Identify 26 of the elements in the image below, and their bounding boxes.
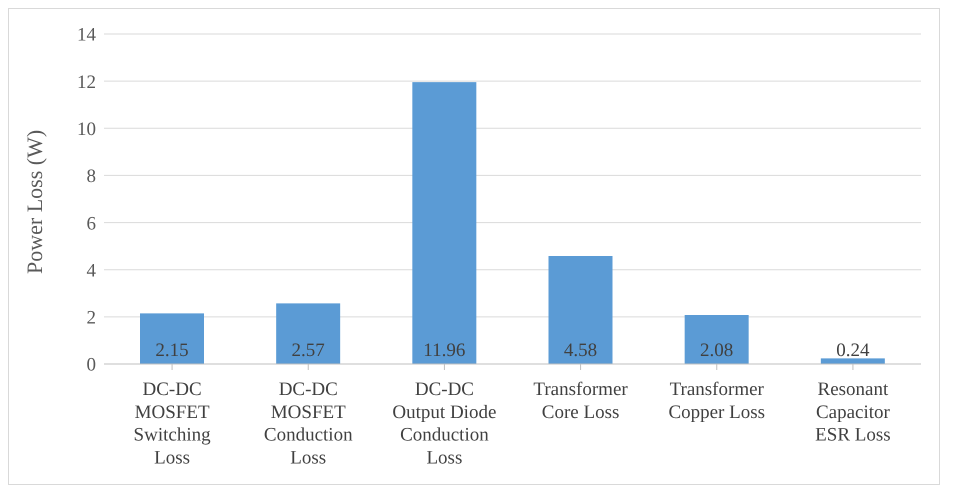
data-label: 2.57: [292, 340, 325, 361]
x-tick-label: DC-DC MOSFET Conduction Loss: [264, 379, 354, 468]
y-tick-label: 8: [86, 166, 96, 188]
y-tick-label: 14: [77, 24, 96, 46]
data-label: 2.08: [700, 340, 734, 361]
y-tick-label: 10: [77, 119, 96, 140]
y-tick-label: 0: [86, 354, 96, 376]
data-label: 4.58: [564, 340, 598, 361]
y-tick-label: 4: [86, 260, 96, 282]
y-tick-label: 12: [77, 72, 96, 93]
x-tick-label: Resonant Capacitor ESR Loss: [815, 379, 891, 446]
bar: [140, 313, 204, 364]
y-axis-title: Power Loss (W): [22, 130, 47, 274]
bar: [684, 314, 749, 364]
x-tick-label: Transformer Core Loss: [533, 379, 628, 423]
x-tick-label: DC-DC MOSFET Switching Loss: [134, 379, 212, 468]
data-label: 2.15: [155, 340, 189, 361]
bar: [276, 303, 340, 364]
data-label: 0.24: [836, 340, 870, 361]
x-tick-label: DC-DC Output Diode Conduction Loss: [392, 379, 496, 468]
y-tick-label: 6: [86, 213, 96, 234]
bar: [548, 256, 612, 364]
data-label: 11.96: [423, 340, 466, 361]
bar: [412, 82, 476, 364]
y-tick-label: 2: [86, 308, 96, 329]
x-tick-label: Transformer Copper Loss: [668, 379, 766, 423]
